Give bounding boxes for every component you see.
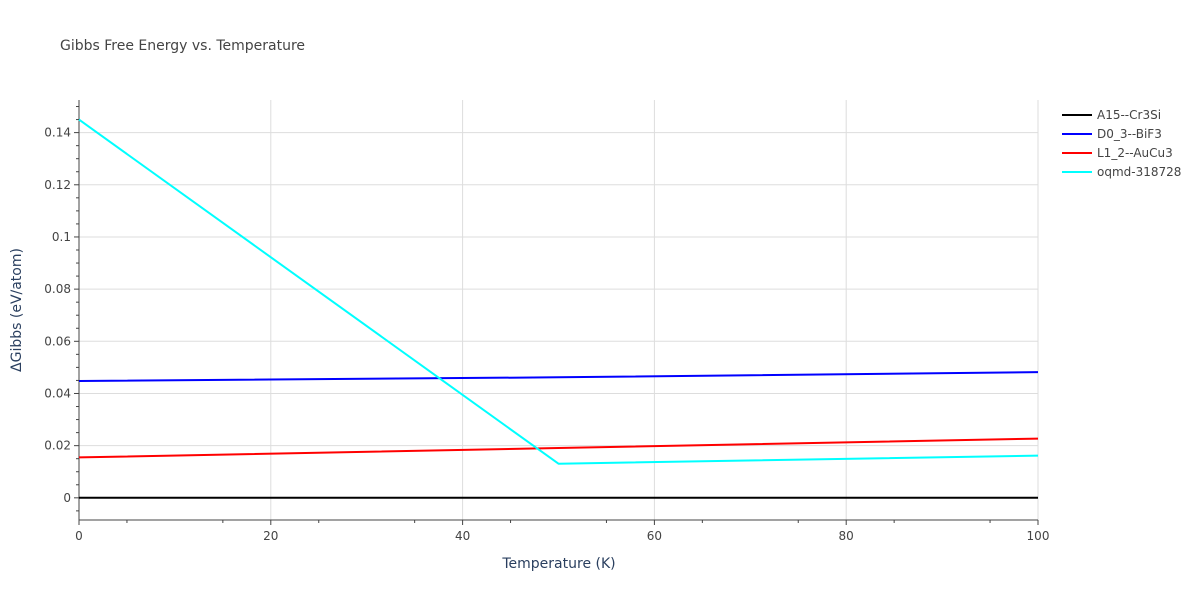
x-tick-label: 20 <box>263 529 278 543</box>
x-tick-label: 100 <box>1027 529 1050 543</box>
legend-label: L1_2--AuCu3 <box>1097 146 1173 160</box>
series-line-oqmd-318728 <box>78 118 1039 465</box>
y-tick-label: 0.06 <box>44 334 71 348</box>
x-tick-label: 0 <box>75 529 83 543</box>
y-tick-label: 0.12 <box>44 178 71 192</box>
x-tick-label: 80 <box>839 529 854 543</box>
legend: A15--Cr3Si D0_3--BiF3 L1_2--AuCu3 oqmd-3187… <box>1062 108 1181 179</box>
y-tick-label: 0.14 <box>44 126 71 140</box>
x-tick-label: 40 <box>455 529 470 543</box>
legend-label: A15--Cr3Si <box>1097 108 1161 122</box>
y-tick-label: 0.04 <box>44 386 71 400</box>
y-tick-label: 0 <box>63 491 71 505</box>
legend-label: D0_3--BiF3 <box>1097 127 1162 141</box>
grid-lines <box>79 100 1039 520</box>
y-tick-label: 0.08 <box>44 282 71 296</box>
chart-title: Gibbs Free Energy vs. Temperature <box>60 38 305 54</box>
series-line-d0-3-bif3 <box>78 371 1039 382</box>
legend-label: oqmd-318728 <box>1097 165 1181 179</box>
x-axis-title: Temperature (K) <box>501 556 615 572</box>
series-line-l1-2-aucu3 <box>78 437 1039 459</box>
plot-area <box>78 118 1039 499</box>
y-tick-label: 0.1 <box>52 230 71 244</box>
y-axis-title: ΔGibbs (eV/atom) <box>9 248 25 372</box>
y-tick-label: 0.02 <box>44 439 71 453</box>
axes: 0 20 40 60 80 100 0 0.02 0.04 0.06 0.08 0.1 0.12 0.14 <box>44 100 1049 543</box>
x-tick-label: 60 <box>647 529 662 543</box>
